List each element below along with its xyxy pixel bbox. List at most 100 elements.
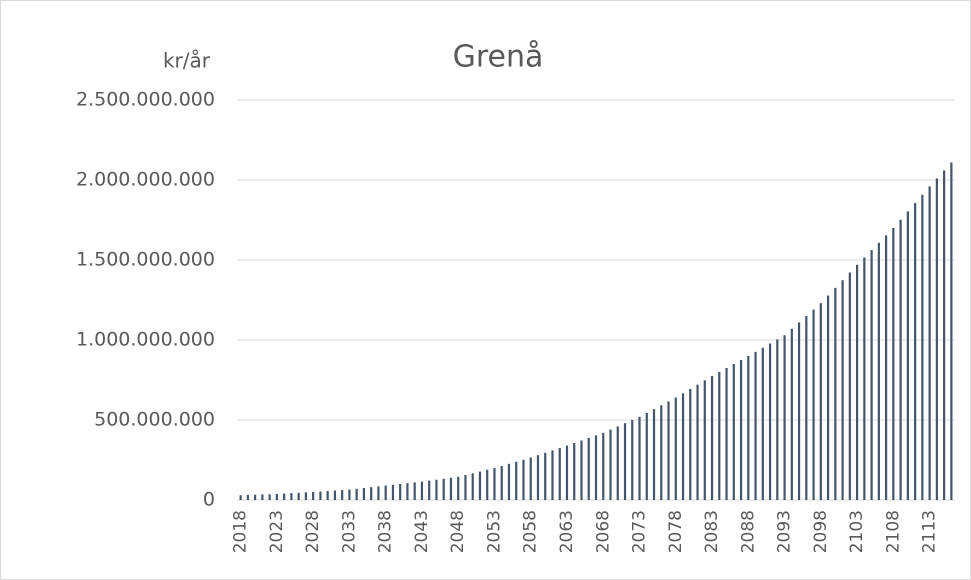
bar: [718, 372, 721, 500]
bar: [819, 303, 822, 500]
bar: [435, 479, 438, 500]
bar: [855, 264, 859, 500]
bar: [428, 480, 431, 500]
x-tick-label: 2083: [702, 510, 722, 553]
x-tick-label: 2048: [448, 510, 468, 553]
bar: [442, 478, 445, 500]
bar: [950, 162, 953, 500]
bar: [863, 257, 866, 500]
bar: [326, 491, 329, 500]
bar: [536, 455, 540, 500]
y-tick-label: 1.000.000.000: [76, 329, 215, 351]
bar: [500, 465, 503, 500]
bar: [355, 488, 358, 500]
bar: [290, 493, 293, 500]
bar: [841, 280, 844, 500]
x-tick-label: 2098: [811, 510, 831, 553]
bar: [848, 272, 851, 500]
chart-title: Grenå: [453, 40, 544, 75]
bar: [420, 481, 424, 500]
bar: [943, 170, 946, 500]
bar: [507, 463, 511, 500]
bar: [689, 388, 692, 500]
bar: [362, 488, 366, 500]
bar: [747, 356, 750, 500]
bar: [812, 309, 815, 500]
bar: [565, 445, 569, 500]
x-tick-label: 2078: [666, 510, 686, 553]
x-tick-label: 2038: [376, 510, 396, 553]
bar: [493, 468, 496, 500]
bar: [449, 477, 453, 500]
bar: [696, 384, 699, 500]
bar: [870, 250, 873, 500]
bar: [384, 485, 387, 500]
bar: [333, 490, 337, 500]
bar: [921, 194, 924, 500]
bar: [631, 420, 634, 500]
bar: [797, 322, 801, 500]
bar: [616, 426, 619, 500]
bar: [406, 483, 409, 500]
bar: [725, 368, 728, 500]
bar: [312, 492, 315, 500]
x-tick-label: 2018: [231, 510, 251, 553]
x-tick-label: 2073: [630, 510, 650, 553]
x-tick-label: 2043: [412, 510, 432, 553]
bar: [268, 494, 271, 500]
bar: [587, 437, 590, 500]
bar: [892, 228, 895, 500]
bar: [348, 489, 351, 500]
bar: [732, 364, 735, 500]
x-tick-label: 2023: [267, 510, 287, 553]
bar: [457, 476, 460, 500]
x-tick-label: 2113: [920, 510, 940, 553]
x-tick-label: 2103: [847, 510, 867, 553]
bar: [580, 440, 583, 500]
bar: [254, 494, 257, 500]
bar: [674, 397, 677, 500]
bar: [885, 235, 888, 501]
bar: [370, 487, 373, 500]
bar: [261, 494, 264, 500]
bar: [399, 484, 402, 500]
y-tick-label: 1.500.000.000: [76, 249, 215, 271]
bar: [609, 429, 612, 500]
bar: [783, 335, 786, 500]
bar: [377, 486, 380, 500]
bar: [275, 493, 278, 500]
bar: [710, 376, 714, 500]
bar: [667, 401, 670, 500]
bar: [486, 469, 489, 500]
bar: [906, 211, 909, 501]
x-tick-label: 2053: [484, 510, 504, 553]
bar: [544, 452, 547, 500]
bar: [739, 360, 743, 500]
y-tick-label: 2.500.000.000: [76, 89, 215, 111]
bar: [623, 423, 627, 500]
bar: [914, 203, 917, 501]
bar: [283, 493, 286, 500]
bar: [826, 295, 830, 500]
bar: [515, 461, 518, 500]
bar: [703, 380, 706, 500]
bar: [834, 287, 837, 500]
bar: [478, 471, 482, 500]
x-tick-label: 2063: [557, 510, 577, 553]
x-tick-label: 2108: [883, 510, 903, 553]
bar: [768, 343, 772, 500]
bar: [522, 459, 525, 500]
bar: [645, 412, 648, 500]
bar: [391, 484, 395, 500]
bar: [304, 492, 307, 500]
x-tick-label: 2033: [339, 510, 359, 553]
bar: [805, 316, 808, 500]
bar: [413, 482, 416, 500]
bar: [602, 432, 605, 500]
bar: [529, 457, 532, 500]
bar: [776, 339, 779, 500]
bar: [761, 347, 764, 500]
bar: [558, 448, 561, 500]
